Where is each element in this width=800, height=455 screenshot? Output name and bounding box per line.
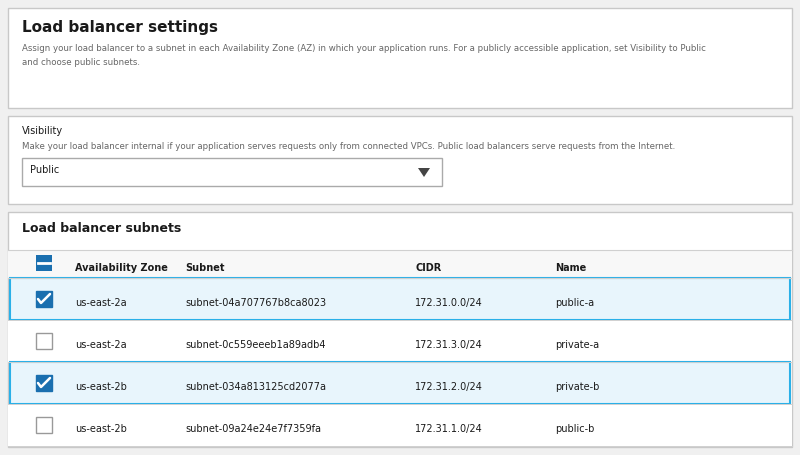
Text: Public: Public (30, 165, 59, 175)
Bar (10, 362, 790, 404)
Text: subnet-034a813125cd2077a: subnet-034a813125cd2077a (185, 382, 326, 392)
Bar (36, 333, 52, 349)
Bar (8, 212, 792, 447)
Bar (8, 404, 792, 446)
Text: Subnet: Subnet (185, 263, 225, 273)
Text: Assign your load balancer to a subnet in each Availability Zone (AZ) in which yo: Assign your load balancer to a subnet in… (22, 44, 706, 53)
Bar (36, 417, 52, 433)
Bar (36, 375, 52, 391)
Text: Name: Name (555, 263, 586, 273)
Text: us-east-2b: us-east-2b (75, 382, 127, 392)
Text: 172.31.3.0/24: 172.31.3.0/24 (415, 340, 482, 350)
Text: Load balancer subnets: Load balancer subnets (22, 222, 182, 235)
Bar (10, 278, 790, 320)
Bar (8, 116, 792, 204)
Text: Availability Zone: Availability Zone (75, 263, 168, 273)
Bar (8, 8, 792, 108)
Text: and choose public subnets.: and choose public subnets. (22, 58, 140, 67)
Text: subnet-0c559eeeb1a89adb4: subnet-0c559eeeb1a89adb4 (185, 340, 326, 350)
Bar (8, 250, 792, 278)
Bar (22, 158, 442, 186)
Text: Make your load balancer internal if your application serves requests only from c: Make your load balancer internal if your… (22, 142, 675, 151)
Text: 172.31.0.0/24: 172.31.0.0/24 (415, 298, 482, 308)
Text: Load balancer settings: Load balancer settings (22, 20, 218, 35)
Bar (8, 320, 792, 362)
Text: public-a: public-a (555, 298, 594, 308)
Bar (36, 291, 52, 307)
Text: 172.31.1.0/24: 172.31.1.0/24 (415, 424, 482, 434)
Text: subnet-04a707767b8ca8023: subnet-04a707767b8ca8023 (185, 298, 326, 308)
Text: us-east-2a: us-east-2a (75, 298, 126, 308)
Text: private-a: private-a (555, 340, 599, 350)
Text: Visibility: Visibility (22, 126, 63, 136)
Text: private-b: private-b (555, 382, 599, 392)
Text: public-b: public-b (555, 424, 594, 434)
Text: 172.31.2.0/24: 172.31.2.0/24 (415, 382, 483, 392)
Text: us-east-2b: us-east-2b (75, 424, 127, 434)
Bar (36, 255, 52, 271)
Polygon shape (418, 168, 430, 177)
Text: us-east-2a: us-east-2a (75, 340, 126, 350)
Text: subnet-09a24e24e7f7359fa: subnet-09a24e24e7f7359fa (185, 424, 321, 434)
Text: CIDR: CIDR (415, 263, 442, 273)
